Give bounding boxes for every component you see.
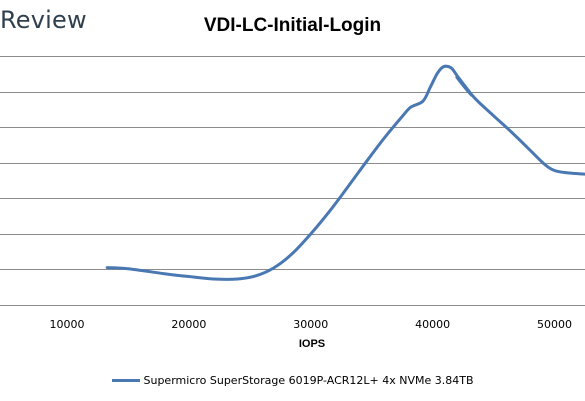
legend-label: Supermicro SuperStorage 6019P-ACR12L+ 4x… — [143, 373, 474, 387]
chart-title: VDI-LC-Initial-Login — [203, 15, 382, 36]
x-tick-labels: 10000 20000 30000 40000 50000 — [50, 318, 573, 331]
x-tick-label-1: 20000 — [171, 318, 206, 331]
x-tick-label-0: 10000 — [50, 318, 85, 331]
gridlines — [0, 56, 585, 306]
legend: Supermicro SuperStorage 6019P-ACR12L+ 4x… — [0, 371, 585, 389]
series-lines — [105, 64, 585, 281]
legend-swatch — [111, 378, 140, 382]
x-tick-label-3: 40000 — [415, 318, 450, 331]
x-tick-label-2: 30000 — [293, 318, 328, 331]
x-axis-label: IOPS — [299, 338, 325, 350]
series-line-0 — [105, 64, 585, 281]
x-tick-label-4: 50000 — [537, 318, 572, 331]
brand-logo-text: Review — [0, 6, 87, 34]
